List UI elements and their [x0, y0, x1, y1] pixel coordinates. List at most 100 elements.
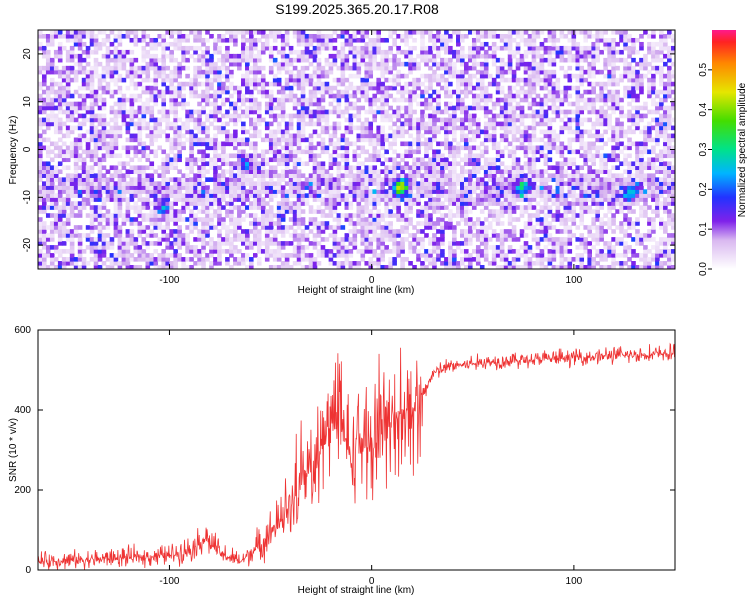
heatmap-cell — [312, 37, 318, 43]
heatmap-cell — [165, 113, 170, 119]
heatmap-cell — [440, 225, 445, 230]
heatmap-cell — [428, 125, 433, 131]
heatmap-cell — [109, 125, 115, 131]
heatmap-cell — [161, 169, 166, 174]
heatmap-cell — [392, 97, 397, 103]
heatmap-cell — [49, 201, 55, 206]
heatmap-cell — [288, 133, 294, 139]
heatmap-cell — [376, 265, 381, 269]
heatmap-cell — [69, 201, 75, 206]
heatmap-cell — [412, 173, 417, 178]
heatmap-cell — [499, 173, 505, 178]
heatmap-cell — [460, 61, 465, 67]
heatmap-cell — [89, 65, 95, 71]
heatmap-cell — [241, 209, 246, 214]
heatmap-cell — [352, 73, 358, 79]
heatmap-cell — [217, 109, 222, 115]
heatmap-cell — [221, 173, 226, 178]
heatmap-cell — [245, 53, 250, 59]
heatmap-cell — [61, 89, 67, 95]
heatmap-cell — [260, 81, 266, 87]
heatmap-cell — [165, 125, 170, 131]
heatmap-cell — [57, 169, 63, 174]
heatmap-cell — [268, 30, 274, 35]
heatmap-cell — [117, 41, 123, 47]
heatmap-cell — [65, 237, 71, 242]
heatmap-cell — [316, 173, 322, 178]
heatmap-cell — [448, 121, 453, 127]
heatmap-cell — [201, 129, 206, 135]
heatmap-cell — [308, 145, 314, 151]
heatmap-cell — [81, 113, 87, 119]
heatmap-cell — [153, 137, 159, 143]
heatmap-cell — [65, 189, 71, 194]
heatmap-cell — [93, 145, 99, 151]
heatmap-cell — [420, 41, 425, 47]
heatmap-cell — [77, 241, 83, 246]
heatmap-cell — [392, 237, 397, 242]
heatmap-cell — [57, 189, 63, 194]
heatmap-cell — [89, 121, 95, 127]
heatmap-cell — [372, 141, 378, 147]
heatmap-cell — [137, 141, 143, 147]
heatmap-cell — [61, 165, 67, 171]
heatmap-cell — [332, 253, 338, 258]
heatmap-cell — [268, 129, 274, 135]
heatmap-cell — [205, 53, 210, 59]
heatmap-cell — [221, 65, 226, 71]
heatmap-cell — [324, 85, 330, 91]
heatmap-cell — [487, 261, 493, 266]
figure-title: S199.2025.365.20.17.R08 — [275, 1, 439, 17]
heatmap-cell — [245, 173, 250, 178]
heatmap-cell — [252, 185, 258, 190]
heatmap-cell — [101, 237, 107, 242]
heatmap-cell — [288, 145, 294, 151]
heatmap-cell — [38, 209, 43, 214]
heatmap-cell — [77, 61, 83, 67]
heatmap-cell — [467, 161, 473, 167]
heatmap-cell — [376, 213, 381, 218]
heatmap-cell — [467, 105, 473, 111]
heatmap-cell — [336, 165, 342, 171]
heatmap-cell — [45, 137, 51, 143]
heatmap-cell — [217, 257, 222, 262]
heatmap-cell — [304, 73, 310, 79]
heatmap-cell — [292, 217, 298, 222]
heatmap-cell — [53, 81, 59, 87]
heatmap-cell — [213, 249, 218, 254]
heatmap-cell — [440, 77, 445, 83]
heatmap-cell — [495, 209, 501, 214]
heatmap-cell — [272, 57, 278, 63]
heatmap-cell — [456, 33, 461, 39]
heatmap-cell — [408, 189, 413, 194]
heatmap-cell — [185, 49, 190, 55]
heatmap-cell — [113, 77, 119, 83]
heatmap-cell — [153, 125, 159, 131]
heatmap-cell — [428, 205, 433, 210]
heatmap-cell — [213, 261, 218, 266]
heatmap-cell — [81, 181, 87, 186]
heatmap-cell — [73, 109, 79, 115]
heatmap-cell — [213, 193, 218, 198]
heatmap-cell — [487, 245, 493, 250]
heatmap-cell — [380, 241, 385, 246]
heatmap-cell — [272, 149, 278, 155]
heatmap-cell — [165, 153, 170, 159]
heatmap-cell — [428, 105, 433, 111]
heatmap-cell — [197, 261, 202, 266]
heatmap-cell — [197, 113, 202, 119]
heatmap-cell — [233, 113, 238, 119]
heatmap-cell — [284, 145, 290, 151]
heatmap-cell — [272, 185, 278, 190]
heatmap-cell — [495, 201, 501, 206]
heatmap-cell — [456, 41, 461, 47]
heatmap-cell — [129, 193, 135, 198]
heatmap-cell — [424, 225, 429, 230]
heatmap-cell — [149, 37, 155, 43]
heatmap-cell — [49, 193, 55, 198]
heatmap-cell — [316, 30, 322, 35]
heatmap-cell — [69, 113, 75, 119]
heatmap-cell — [101, 181, 107, 186]
heatmap-cell — [165, 161, 170, 167]
heatmap-cell — [117, 153, 123, 159]
